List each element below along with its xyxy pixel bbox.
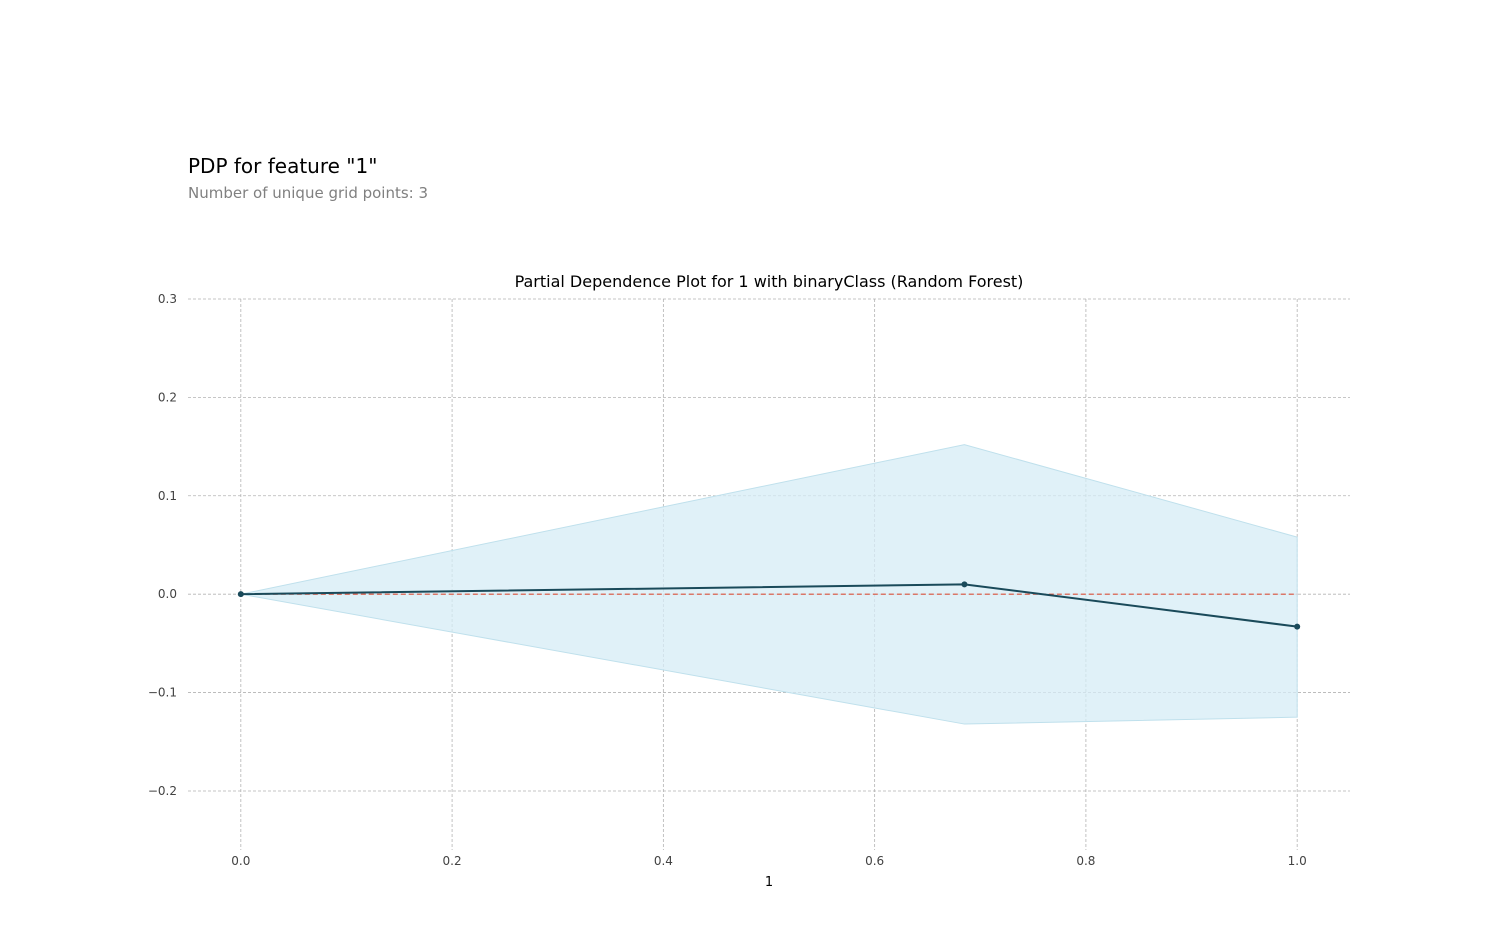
x-axis-label: 1: [765, 875, 773, 890]
confidence-band-layer: [240, 444, 1298, 725]
x-tick-label: 1.0: [1288, 854, 1307, 868]
pdp-point: [237, 591, 244, 598]
x-tick-label: 0.4: [654, 854, 673, 868]
x-tick-label: 0.6: [865, 854, 884, 868]
y-tick-labels: −0.2 −0.1 0.0 0.1 0.2 0.3: [148, 292, 177, 798]
page-subtitle: Number of unique grid points: 3: [188, 184, 429, 202]
series-layer: [237, 581, 1301, 630]
y-tick-label: 0.1: [158, 489, 177, 503]
x-tick-label: 0.8: [1076, 854, 1095, 868]
page-title: PDP for feature "1": [188, 154, 378, 178]
x-tick-labels: 0.0 0.2 0.4 0.6 0.8 1.0: [231, 854, 1306, 868]
y-tick-label: −0.2: [148, 784, 177, 798]
y-tick-label: 0.3: [158, 292, 177, 306]
y-tick-label: 0.2: [158, 390, 177, 404]
confidence-band: [240, 444, 1298, 725]
y-tick-label: −0.1: [148, 686, 177, 700]
y-tick-label: 0.0: [158, 587, 177, 601]
pdp-point: [1294, 623, 1301, 630]
x-tick-label: 0.0: [231, 854, 250, 868]
x-tick-label: 0.2: [443, 854, 462, 868]
chart-title: Partial Dependence Plot for 1 with binar…: [515, 272, 1024, 291]
pdp-point: [961, 581, 968, 588]
